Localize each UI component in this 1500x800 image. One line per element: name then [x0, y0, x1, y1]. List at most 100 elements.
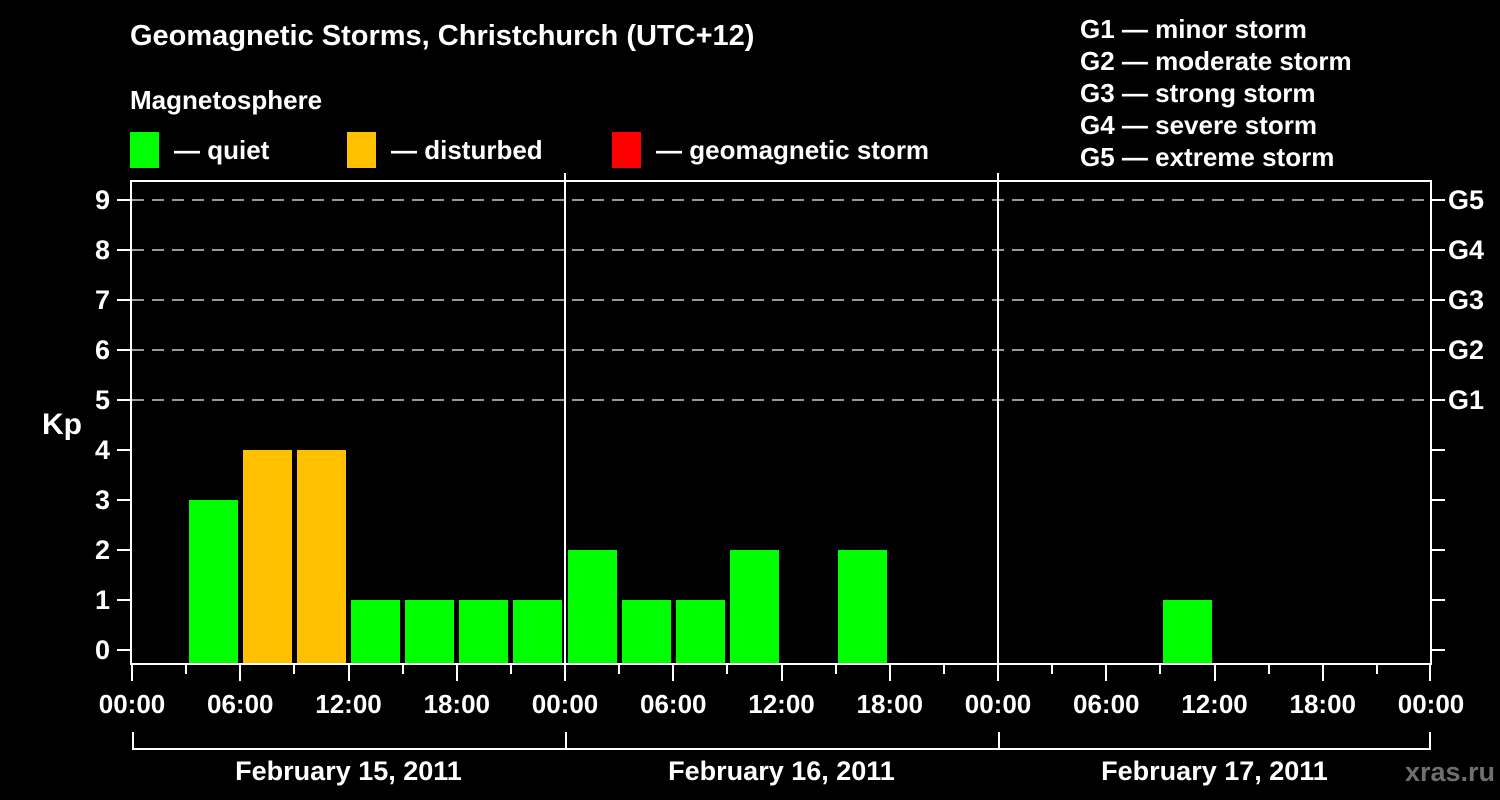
quiet-swatch-icon: [130, 132, 159, 168]
x-major-tick: [780, 665, 783, 681]
y-axis-tick: [117, 449, 130, 451]
g-scale-line-4: G4 — severe storm: [1080, 110, 1318, 140]
y-axis-tick: [117, 299, 130, 301]
y-axis-tick-label: 5: [94, 385, 110, 415]
magnetosphere-label: Magnetosphere: [130, 85, 323, 115]
time-tick-label: 00:00: [531, 689, 599, 719]
time-tick-label: 06:00: [640, 689, 707, 719]
day-separator-top-tick: [564, 173, 566, 180]
x-minor-tick: [834, 665, 837, 674]
x-major-tick: [455, 665, 458, 681]
date-bracket-tick: [565, 732, 567, 750]
g-axis-label-g5: G5: [1448, 185, 1485, 215]
right-axis-tick: [1432, 399, 1445, 401]
kp-bar: [622, 600, 671, 663]
right-axis-tick: [1432, 499, 1445, 501]
x-minor-tick: [293, 665, 296, 674]
g-scale-line-3: G3 — strong storm: [1080, 78, 1316, 108]
x-minor-tick: [1159, 665, 1162, 674]
legend-item-storm: — geomagnetic storm: [612, 132, 929, 168]
kp-bar: [1163, 600, 1212, 663]
y-axis-tick: [117, 599, 130, 601]
time-tick-label: 06:00: [207, 689, 274, 719]
right-axis-tick: [1432, 199, 1445, 201]
disturbed-swatch-icon: [347, 132, 376, 168]
x-major-tick: [1321, 665, 1324, 681]
kp-bar: [189, 500, 238, 663]
x-minor-tick: [618, 665, 621, 674]
y-axis-tick-label: 0: [94, 635, 110, 665]
y-axis-tick-label: 4: [94, 435, 110, 465]
date-label: February 17, 2011: [1101, 756, 1328, 786]
date-label: February 15, 2011: [235, 756, 462, 786]
day-separator: [564, 182, 566, 663]
right-axis-tick: [1432, 599, 1445, 601]
kp-bar: [838, 550, 887, 663]
g-scale-line-5: G5 — extreme storm: [1080, 142, 1335, 172]
y-axis-tick: [117, 349, 130, 351]
right-axis-tick: [1432, 349, 1445, 351]
right-axis-tick: [1432, 249, 1445, 251]
x-major-tick: [347, 665, 350, 681]
g-axis-label-g4: G4: [1448, 235, 1485, 265]
legend-label-quiet: — quiet: [174, 134, 270, 165]
x-major-tick: [1429, 665, 1431, 681]
kp-bar: [405, 600, 454, 663]
x-major-tick: [1105, 665, 1108, 681]
x-minor-tick: [185, 665, 188, 674]
g-axis-label-g3: G3: [1448, 285, 1485, 315]
x-major-tick: [564, 665, 566, 681]
storm-swatch-icon: [612, 132, 641, 168]
y-axis-tick-label: 2: [94, 535, 110, 565]
time-tick-label: 06:00: [1073, 689, 1140, 719]
x-minor-tick: [1267, 665, 1270, 674]
watermark: xras.ru: [1404, 757, 1495, 787]
kp-bar: [730, 550, 779, 663]
time-tick-label: 00:00: [964, 689, 1032, 719]
right-axis-tick: [1432, 449, 1445, 451]
date-bracket-line: [132, 748, 1431, 750]
kp-bar: [351, 600, 400, 663]
x-minor-tick: [509, 665, 512, 674]
x-minor-tick: [1375, 665, 1378, 674]
right-axis-tick: [1432, 649, 1445, 651]
legend-item-disturbed: — disturbed: [347, 132, 543, 168]
time-tick-label: 18:00: [423, 689, 491, 719]
right-axis-tick: [1432, 549, 1445, 551]
date-label: February 16, 2011: [668, 756, 895, 786]
g-scale-legend: G1 — minor storm G2 — moderate storm G3 — …: [1080, 13, 1352, 173]
kp-bar: [297, 450, 346, 663]
time-tick-label: 18:00: [856, 689, 924, 719]
time-tick-label: 00:00: [98, 689, 166, 719]
chart-title: Geomagnetic Storms, Christchurch (UTC+12…: [130, 20, 755, 52]
gridline-kp9: [132, 199, 1431, 201]
date-bracket-tick: [132, 732, 134, 750]
kp-bar: [568, 550, 617, 663]
kp-bar: [676, 600, 725, 663]
g-scale-line-2: G2 — moderate storm: [1080, 46, 1352, 76]
gridline-kp8: [132, 249, 1431, 251]
time-tick-label: 12:00: [748, 689, 815, 719]
right-axis-tick: [1432, 299, 1445, 301]
time-tick-label: 18:00: [1289, 689, 1357, 719]
g-scale-line-1: G1 — minor storm: [1080, 14, 1307, 44]
plot-area: [130, 180, 1432, 665]
y-axis-tick-label: 8: [94, 235, 110, 265]
y-axis-tick: [117, 399, 130, 401]
x-major-tick: [1213, 665, 1216, 681]
y-axis-tick: [117, 649, 130, 651]
y-axis-tick: [117, 249, 130, 251]
legend-label-storm: — geomagnetic storm: [656, 134, 930, 165]
time-tick-label: 00:00: [1397, 689, 1465, 719]
y-axis-title: Kp: [42, 408, 82, 441]
legend-item-quiet: — quiet: [130, 132, 269, 168]
kp-color-legend: — quiet — disturbed — geomagnetic storm: [0, 132, 1500, 172]
time-tick-label: 12:00: [315, 689, 382, 719]
day-separator-top-tick: [997, 173, 999, 180]
kp-bar: [513, 600, 562, 663]
y-axis-tick: [117, 199, 130, 201]
y-axis-tick: [117, 499, 130, 501]
x-major-tick: [239, 665, 242, 681]
